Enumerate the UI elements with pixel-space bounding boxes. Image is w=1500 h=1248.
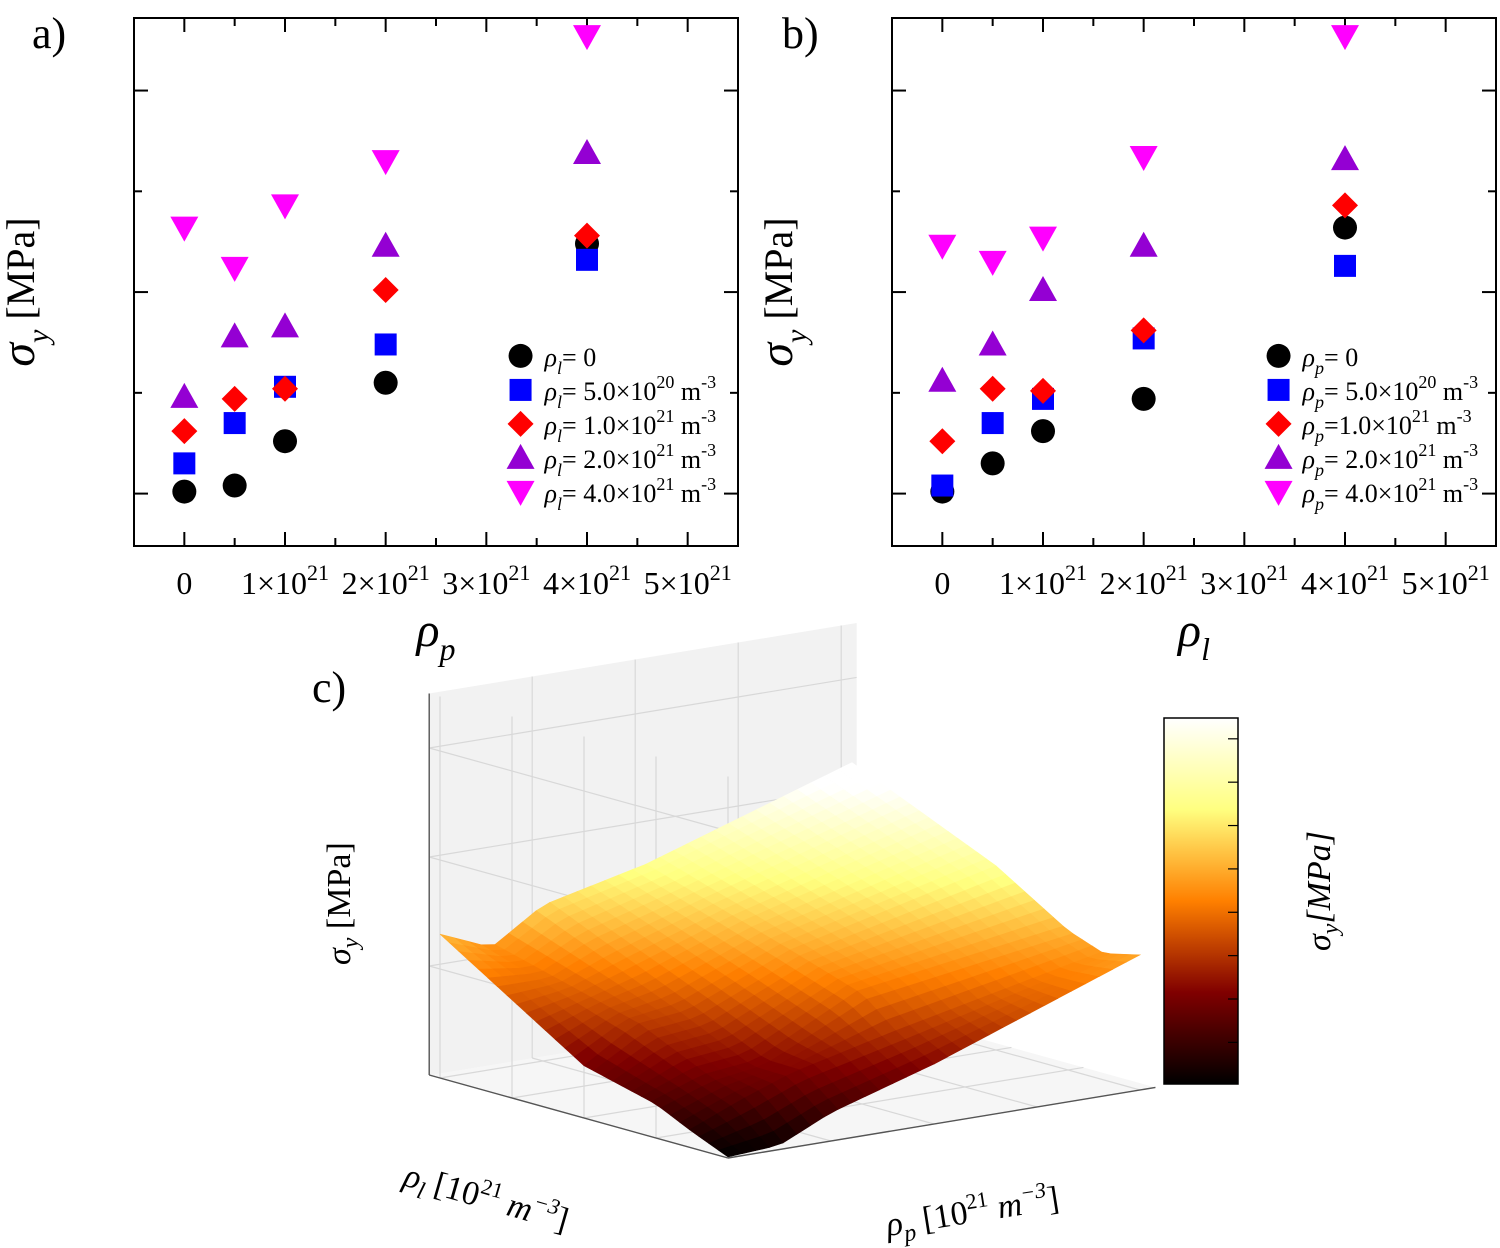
- data-point: [1331, 145, 1359, 171]
- data-point: [374, 333, 397, 356]
- legend-marker: [1264, 443, 1293, 469]
- data-point: [222, 473, 247, 498]
- data-point: [371, 150, 400, 176]
- data-point: [928, 366, 957, 392]
- data-point: [1029, 226, 1057, 252]
- legend-entry: ρp= 5.0×1020 m-3: [1302, 372, 1479, 412]
- data-point: [170, 216, 199, 242]
- legend-entry: ρl= 2.0×1021 m-3: [544, 440, 717, 480]
- x-tick-label: 5×1021: [1402, 560, 1490, 601]
- legend-entry: ρl= 0: [544, 343, 597, 378]
- legend-marker: [1266, 343, 1291, 368]
- data-point: [1129, 146, 1158, 172]
- data-point: [220, 256, 249, 282]
- y-axis-label: σy [MPa]: [0, 217, 55, 366]
- data-point: [272, 375, 298, 402]
- data-point: [931, 474, 954, 497]
- x-tick-label: 0: [176, 565, 192, 601]
- scatter-plot-a: 0 1×1021 2×1021 3×1021 4×1021 5×1021 σy [MPa] ρ…: [0, 17, 739, 667]
- legend-entry: ρl= 1.0×1021 m-3: [544, 406, 717, 446]
- data-point: [1333, 215, 1357, 240]
- legend-marker: [509, 378, 532, 401]
- data-point: [221, 385, 248, 412]
- legend-marker: [1265, 410, 1292, 437]
- data-point: [980, 451, 1005, 476]
- legend-marker: [507, 410, 534, 437]
- scatter-plot-b: 0 1×1021 2×1021 3×1021 4×1021 5×1021 σy [MPa] ρ…: [750, 17, 1497, 667]
- data-point: [273, 429, 297, 454]
- data-point: [1332, 192, 1358, 219]
- data-point: [171, 418, 198, 445]
- data-point: [978, 330, 1007, 356]
- legend-entry: ρl= 4.0×1021 m-3: [544, 474, 717, 514]
- x-tick-label: 1×1021: [241, 560, 329, 601]
- data-point: [371, 231, 400, 257]
- legend-marker: [506, 443, 535, 469]
- surface: [439, 762, 1142, 1158]
- x-tick-label: 2×1021: [1100, 560, 1188, 601]
- data-point: [929, 428, 956, 455]
- data-point: [1029, 276, 1057, 302]
- data-point: [978, 250, 1007, 276]
- colorbar-label: σy[MPa]: [1301, 831, 1344, 951]
- data-point: [1331, 25, 1359, 51]
- data-point: [271, 194, 299, 220]
- x-tick-label: 3×1021: [442, 560, 530, 601]
- data-point: [574, 222, 600, 249]
- legend-marker: [1267, 378, 1290, 401]
- data-point: [1129, 231, 1158, 257]
- x-axis-label: ρp [1021 m−3]: [882, 1175, 1063, 1248]
- data-point: [576, 248, 598, 271]
- data-point: [223, 412, 246, 435]
- data-point: [1130, 317, 1157, 344]
- x-axis-label: ρp: [414, 604, 455, 667]
- legend-entry: ρp= 2.0×1021 m-3: [1302, 440, 1479, 480]
- surface-plot-c: ρp [1021 m−3] ρl [1021 m−3] σy [MPa] σy[MPa…: [321, 622, 1344, 1248]
- data-point: [220, 322, 249, 348]
- x-tick-label: 0: [934, 565, 950, 601]
- data-point: [981, 412, 1004, 435]
- legend-marker: [506, 480, 535, 506]
- y-axis-label: ρl [1021 m−3]: [397, 1152, 574, 1245]
- data-point: [172, 479, 197, 504]
- x-axis-label: ρl: [1176, 604, 1210, 667]
- surface-patch: [717, 1145, 743, 1158]
- x-tick-label: 3×1021: [1200, 560, 1288, 601]
- x-tick-label: 4×1021: [1301, 560, 1389, 601]
- data-point: [170, 382, 199, 408]
- colorbar: [1163, 717, 1239, 1085]
- x-axis-line: [727, 1086, 1156, 1159]
- data-point: [1131, 386, 1156, 411]
- legend-entry: ρp= 0: [1302, 343, 1359, 378]
- data-point: [928, 234, 957, 260]
- data-point: [373, 370, 398, 395]
- legend-entry: ρp= 4.0×1021 m-3: [1302, 474, 1479, 514]
- y-axis-label: σy [MPa]: [750, 217, 813, 366]
- data-point: [1334, 254, 1356, 277]
- x-tick-label: 1×1021: [999, 560, 1087, 601]
- data-point: [1030, 377, 1056, 404]
- legend-entry: ρl= 5.0×1020 m-3: [544, 372, 717, 412]
- panel-label-a: a): [32, 9, 66, 58]
- data-point: [1031, 419, 1055, 444]
- legend-marker: [1264, 480, 1293, 506]
- y-axis-line: [429, 1074, 729, 1159]
- data-point: [573, 25, 601, 51]
- panel-label-c: c): [312, 663, 346, 712]
- data-point: [979, 375, 1006, 402]
- data-point: [372, 277, 399, 304]
- data-point: [573, 139, 601, 165]
- panel-label-b: b): [782, 9, 819, 58]
- z-axis-label: σy [MPa]: [321, 842, 364, 965]
- x-tick-label: 5×1021: [644, 560, 732, 601]
- legend-marker: [508, 343, 533, 368]
- x-tick-label: 4×1021: [543, 560, 631, 601]
- data-point: [271, 312, 299, 338]
- legend-entry: ρp=1.0×1021 m-3: [1302, 406, 1472, 446]
- x-tick-label: 2×1021: [342, 560, 430, 601]
- data-point: [173, 452, 196, 475]
